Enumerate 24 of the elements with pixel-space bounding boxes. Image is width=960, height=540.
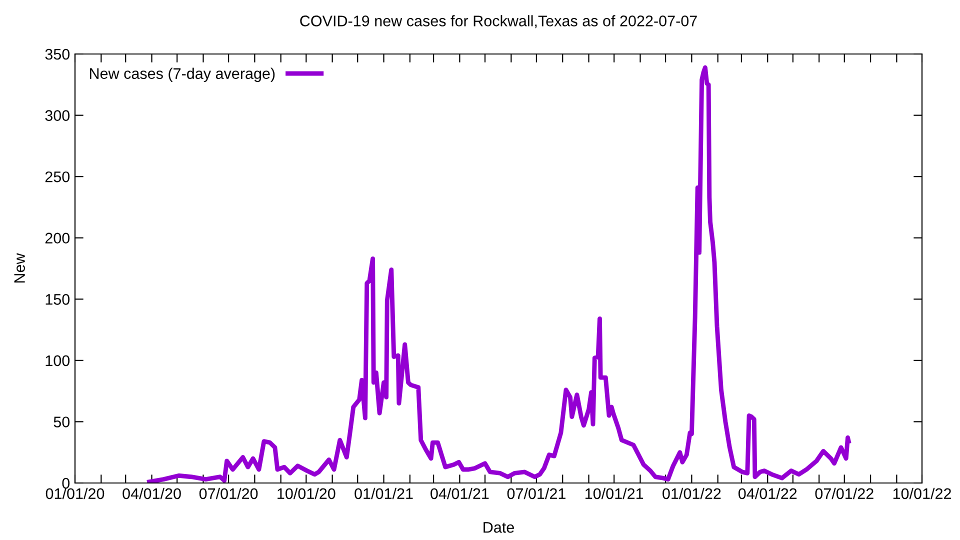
x-tick-label: 07/01/20: [199, 488, 258, 500]
x-tick-label: 01/01/21: [354, 488, 413, 500]
x-tick-label: 10/01/20: [278, 488, 336, 500]
y-tick-label: 250: [45, 171, 70, 182]
legend-label: New cases (7-day average): [90, 68, 275, 82]
y-tick-label: 200: [45, 232, 70, 244]
y-tick-label: 100: [46, 355, 70, 366]
y-tick-label: 0: [62, 478, 70, 489]
x-tick-label: 04/01/21: [430, 488, 489, 500]
x-tick-label: 07/01/22: [815, 488, 874, 500]
x-tick-label: 04/01/22: [738, 488, 797, 500]
y-tick-label: 50: [54, 416, 70, 428]
y-axis-title: New: [14, 253, 25, 283]
y-tick-label: 300: [45, 110, 70, 121]
x-axis-title: Date: [484, 522, 514, 533]
x-tick-label: 04/01/20: [122, 488, 181, 500]
x-tick-label: 10/01/22: [893, 488, 951, 500]
x-tick-label: 01/01/22: [662, 488, 721, 500]
x-tick-label: 07/01/21: [507, 488, 566, 500]
y-tick-label: 350: [45, 48, 70, 60]
y-tick-label: 150: [46, 294, 70, 305]
chart-title: COVID-19 new cases for Rockwall,Texas as of 2022-07-07: [300, 15, 697, 28]
x-tick-label: 10/01/21: [586, 488, 644, 500]
x-tick-label: 01/01/20: [46, 488, 104, 500]
